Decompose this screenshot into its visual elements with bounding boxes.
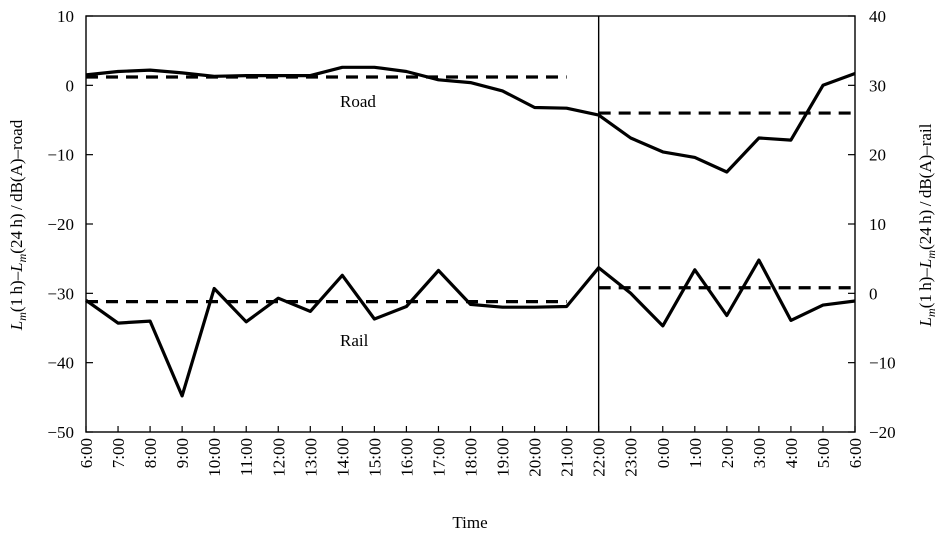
left-tick-label: −10 xyxy=(47,146,74,165)
x-tick-label: 2:00 xyxy=(718,438,737,468)
x-tick-label: 1:00 xyxy=(686,438,705,468)
x-tick-label: 7:00 xyxy=(109,438,128,468)
x-tick-label: 4:00 xyxy=(782,438,801,468)
x-tick-label: 5:00 xyxy=(814,438,833,468)
x-tick-label: 19:00 xyxy=(494,438,513,477)
x-tick-label: 9:00 xyxy=(173,438,192,468)
left-tick-label: 0 xyxy=(66,76,75,95)
right-axis-title: Lm(1 h)–Lm(24 h) / dB(A)–rail xyxy=(916,123,938,327)
x-tick-label: 14:00 xyxy=(333,438,352,477)
right-tick-label: 10 xyxy=(869,215,886,234)
right-axis-ticks: 40 30 20 10 0 −10 −20 xyxy=(848,7,896,442)
rail-series-line xyxy=(85,258,856,398)
x-tick-label: 12:00 xyxy=(269,438,288,477)
left-axis-title: Lm(1 h)–Lm(24 h) / dB(A)–road xyxy=(7,119,29,331)
left-tick-label: 10 xyxy=(57,7,74,26)
x-tick-label: 13:00 xyxy=(301,438,320,477)
x-tick-label: 17:00 xyxy=(429,438,448,477)
period-mean-lines xyxy=(86,75,855,304)
right-tick-label: 20 xyxy=(869,146,886,165)
right-tick-label: 30 xyxy=(869,76,886,95)
left-tick-label: −50 xyxy=(47,423,74,442)
x-tick-label: 22:00 xyxy=(590,438,609,477)
x-tick-label: 0:00 xyxy=(654,438,673,468)
x-tick-label: 21:00 xyxy=(558,438,577,477)
x-axis-title: Time xyxy=(452,513,487,532)
road-series-line xyxy=(85,65,856,174)
right-tick-label: 40 xyxy=(869,7,886,26)
x-tick-label: 16:00 xyxy=(397,438,416,477)
x-tick-label: 3:00 xyxy=(750,438,769,468)
left-axis-ticks: 10 0 −10 −20 −30 −40 −50 xyxy=(47,7,93,442)
x-tick-label: 8:00 xyxy=(141,438,160,468)
left-tick-label: −20 xyxy=(47,215,74,234)
x-tick-label: 11:00 xyxy=(237,438,256,476)
right-tick-label: −10 xyxy=(869,354,896,373)
road-annotation: Road xyxy=(340,92,376,111)
right-tick-label: −20 xyxy=(869,423,896,442)
x-tick-label: 15:00 xyxy=(365,438,384,477)
x-tick-label: 6:00 xyxy=(77,438,96,468)
x-axis-ticks: 6:00 7:00 8:00 9:00 10:00 11:00 12:00 13:00 14:0… xyxy=(77,426,865,477)
rail-annotation: Rail xyxy=(340,331,369,350)
x-tick-label: 6:00 xyxy=(846,438,865,468)
left-tick-label: −40 xyxy=(47,354,74,373)
left-tick-label: −30 xyxy=(47,284,74,303)
x-tick-label: 10:00 xyxy=(205,438,224,477)
right-tick-label: 0 xyxy=(869,284,878,303)
x-tick-label: 20:00 xyxy=(526,438,545,477)
x-tick-label: 18:00 xyxy=(462,438,481,477)
x-tick-label: 23:00 xyxy=(622,438,641,477)
series-lines xyxy=(85,65,856,398)
